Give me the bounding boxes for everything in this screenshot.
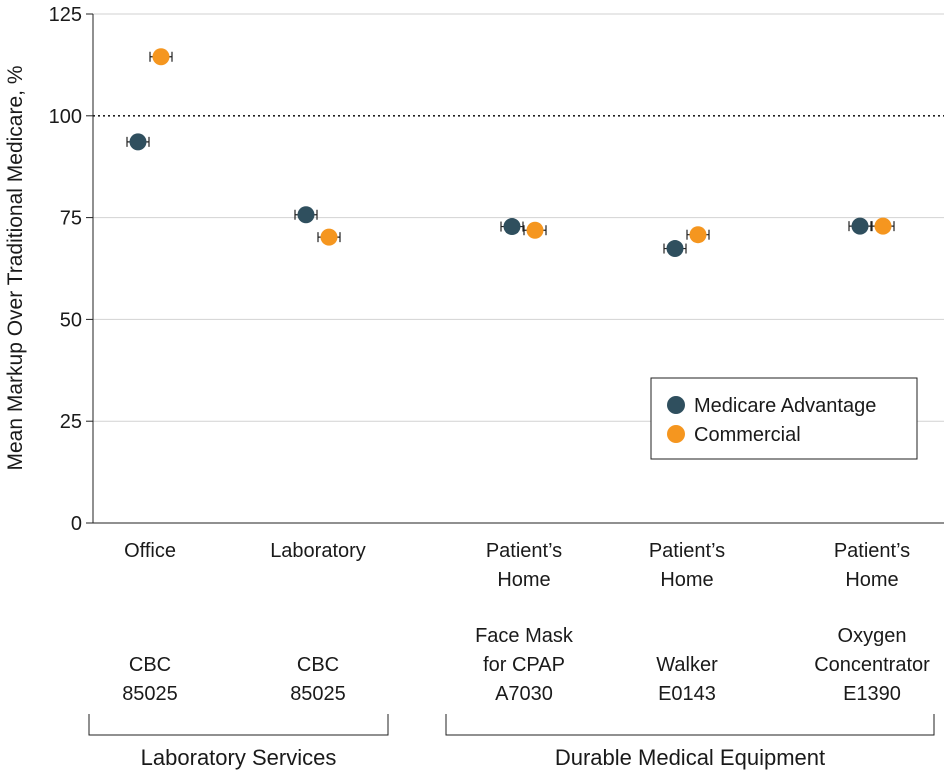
group-label: Laboratory Services <box>141 745 337 770</box>
y-axis-title: Mean Markup Over Traditional Medicare, % <box>4 66 27 471</box>
category-item-label: A7030 <box>495 683 553 705</box>
category-setting-label: Patient’s <box>486 540 562 562</box>
marker <box>526 221 544 239</box>
data-point <box>523 221 547 239</box>
category-item-label: Face Mask <box>475 625 574 647</box>
data-point <box>500 218 524 236</box>
group-bracket <box>88 714 389 736</box>
y-tick-label: 100 <box>49 106 82 128</box>
marker <box>320 228 338 246</box>
data-point <box>149 48 173 66</box>
category-item-label: Concentrator <box>814 654 930 676</box>
marker <box>874 217 892 235</box>
category-item-label: Walker <box>656 654 718 676</box>
y-tick-label: 75 <box>60 208 82 230</box>
gridlines <box>93 13 944 422</box>
data-point <box>848 217 872 235</box>
category-setting-label: Home <box>660 569 713 591</box>
data-point <box>871 217 895 235</box>
group-brackets: Laboratory Services Durable Medical Equip… <box>88 714 935 770</box>
legend-marker <box>667 396 685 414</box>
y-tick-label: 125 <box>49 4 82 26</box>
y-tick-label: 0 <box>71 513 82 535</box>
category-setting-label: Patient’s <box>649 540 725 562</box>
marker <box>129 133 147 151</box>
category-item-label: Oxygen <box>838 625 907 647</box>
data-points <box>126 48 895 258</box>
group-label: Durable Medical Equipment <box>555 745 825 770</box>
category-item-label: 85025 <box>290 683 346 705</box>
category-setting-label: Office <box>124 540 176 562</box>
marker <box>503 218 521 236</box>
legend-box <box>650 377 918 460</box>
category-item-label: for CPAP <box>483 654 565 676</box>
category-setting-label: Laboratory <box>270 540 366 562</box>
category-item-label: 85025 <box>122 683 178 705</box>
legend: Medicare Advantage Commercial <box>650 377 918 460</box>
category-setting-label: Patient’s <box>834 540 910 562</box>
data-point <box>663 240 687 258</box>
data-point <box>294 206 318 224</box>
legend-marker <box>667 425 685 443</box>
legend-label: Medicare Advantage <box>694 395 876 417</box>
legend-label: Commercial <box>694 424 801 446</box>
category-item-label: E0143 <box>658 683 716 705</box>
group-bracket <box>445 714 935 736</box>
category-labels: Office CBC 85025 Laboratory CBC 85025 Patient’… <box>122 540 930 705</box>
data-point <box>317 228 341 246</box>
category-item-label: CBC <box>297 654 339 676</box>
category-setting-label: Home <box>497 569 550 591</box>
y-axis: 0 25 50 75 100 125 <box>49 4 944 535</box>
data-point <box>126 133 150 151</box>
marker <box>851 217 869 235</box>
y-tick-label: 50 <box>60 309 82 331</box>
marker <box>152 48 170 66</box>
marker <box>666 240 684 258</box>
marker <box>297 206 315 224</box>
category-setting-label: Home <box>845 569 898 591</box>
category-item-label: E1390 <box>843 683 901 705</box>
marker <box>689 226 707 244</box>
data-point <box>686 226 710 244</box>
category-item-label: CBC <box>129 654 171 676</box>
y-tick-label: 25 <box>60 411 82 433</box>
